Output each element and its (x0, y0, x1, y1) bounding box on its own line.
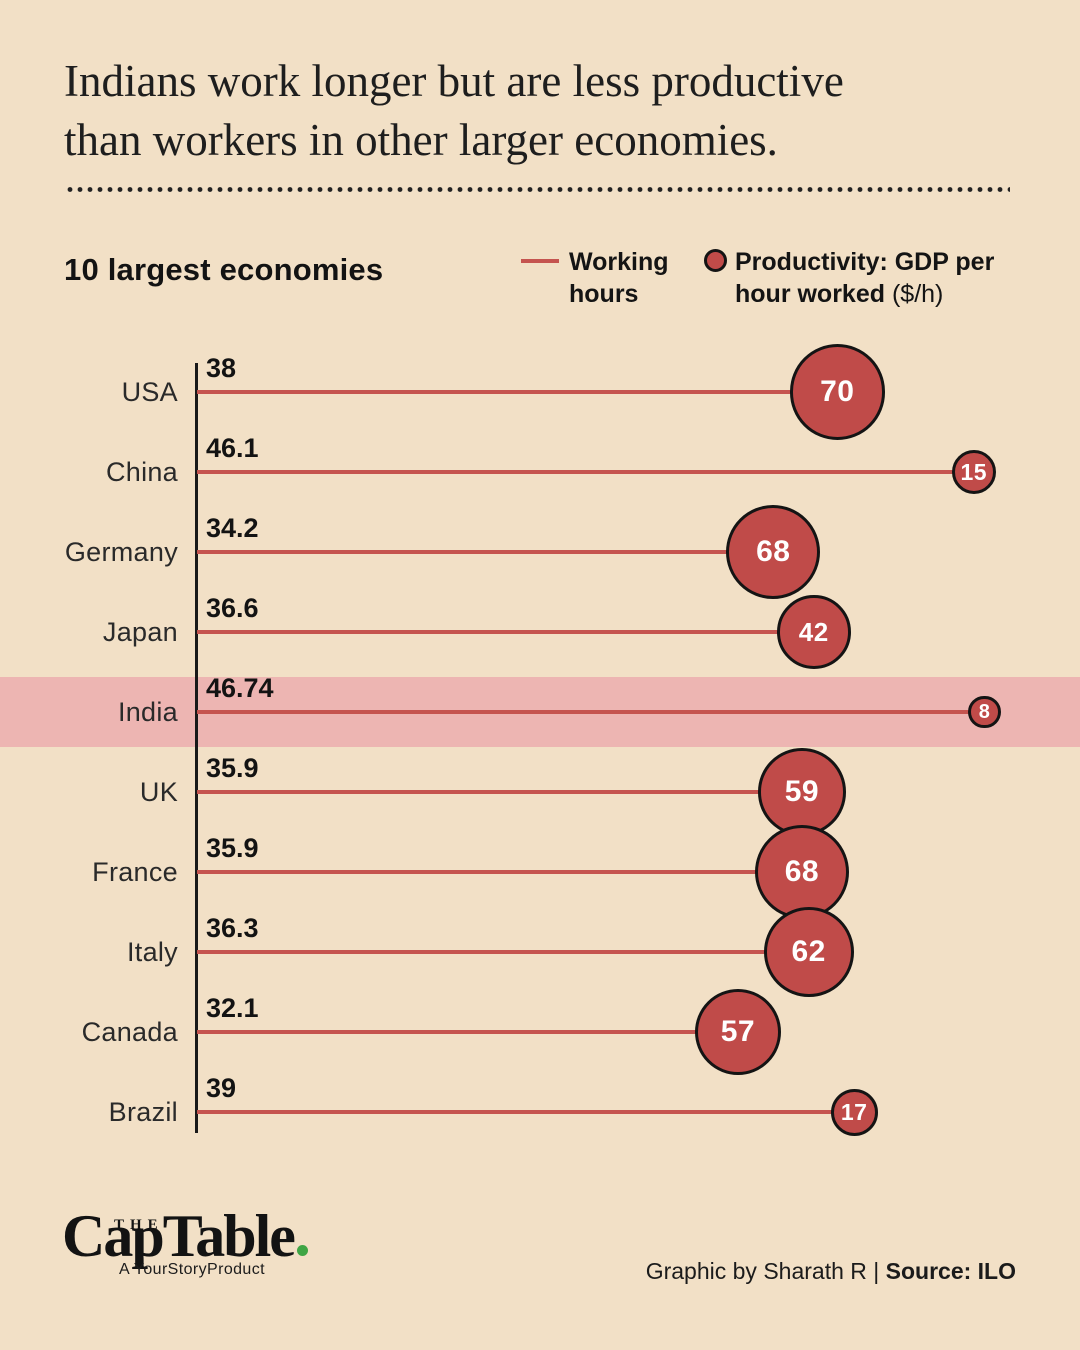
legend-working-hours-label: Working hours (569, 248, 669, 308)
working-hours-line (197, 1110, 855, 1114)
working-hours-line (197, 1030, 738, 1034)
credit-author: Graphic by Sharath R | (645, 1258, 886, 1284)
section-heading: 10 largest economies (64, 252, 384, 287)
productivity-bubble: 57 (694, 988, 781, 1076)
productivity-bubble: 70 (789, 344, 885, 440)
country-label: China (105, 457, 178, 487)
productivity-bubble: 42 (776, 595, 851, 669)
hours-value-label: 46.1 (206, 433, 259, 463)
y-axis-line (195, 363, 198, 1133)
country-label: Canada (81, 1017, 178, 1047)
productivity-bubble: 17 (830, 1088, 878, 1136)
working-hours-line (197, 470, 974, 474)
dotted-divider (65, 187, 1010, 192)
credit-line: Graphic by Sharath R | Source: ILO (646, 1258, 1016, 1285)
hours-value-label: 36.3 (206, 913, 259, 943)
country-label: Japan (102, 617, 178, 647)
country-label: Germany (64, 537, 178, 567)
hours-value-label: 32.1 (206, 993, 259, 1023)
legend-working-hours: Working hours (521, 246, 691, 310)
hours-value-label: 46.74 (206, 673, 274, 703)
credit-source: Source: ILO (885, 1258, 1016, 1284)
working-hours-line-icon (521, 259, 559, 263)
hours-value-label: 39 (206, 1073, 237, 1103)
legend-productivity-unit: ($/h) (891, 280, 944, 308)
captable-logo: THE CapTable A YourStoryProduct (62, 1203, 362, 1279)
productivity-bubble: 59 (758, 748, 846, 836)
working-hours-line (197, 550, 774, 554)
country-label: Brazil (108, 1097, 178, 1127)
page-title: Indians work longer but are less product… (64, 52, 1024, 170)
productivity-bubble: 68 (754, 825, 849, 919)
logo-green-dot-icon (296, 1245, 308, 1256)
legend-productivity: Productivity: GDP per hour worked ($/h) (704, 246, 1024, 310)
chart: USA 38 70 China 46.1 15 Germany 34.2 68 … (0, 344, 1080, 1136)
logo-main-text: CapTable (62, 1203, 362, 1269)
hours-value-label: 36.6 (206, 593, 259, 623)
logo-subtitle: A YourStoryProduct (119, 1261, 265, 1278)
working-hours-line (197, 950, 809, 954)
country-label: France (92, 857, 178, 887)
productivity-bubble: 62 (763, 907, 854, 997)
country-label: India (117, 697, 178, 727)
hours-value-label: 34.2 (206, 513, 259, 543)
legend-productivity-label: Productivity: GDP per hour worked ($/h) (735, 248, 995, 308)
working-hours-line (197, 870, 802, 874)
productivity-bubble: 15 (951, 449, 996, 495)
working-hours-line (197, 790, 802, 794)
country-label: UK (139, 777, 178, 807)
title-line-1: Indians work longer but are less product… (64, 56, 844, 106)
hours-value-label: 35.9 (206, 753, 259, 783)
working-hours-line (197, 630, 814, 634)
productivity-bubble: 8 (968, 695, 1001, 729)
productivity-bubble-icon (704, 249, 727, 272)
country-label: Italy (126, 937, 178, 967)
productivity-bubble: 68 (726, 505, 821, 599)
title-line-2: than workers in other larger economies. (64, 115, 778, 165)
working-hours-line (197, 390, 838, 394)
logo-the-text: THE (114, 1217, 164, 1233)
hours-value-label: 38 (206, 353, 237, 383)
working-hours-line (197, 710, 985, 714)
hours-value-label: 35.9 (206, 833, 259, 863)
country-label: USA (121, 377, 178, 407)
